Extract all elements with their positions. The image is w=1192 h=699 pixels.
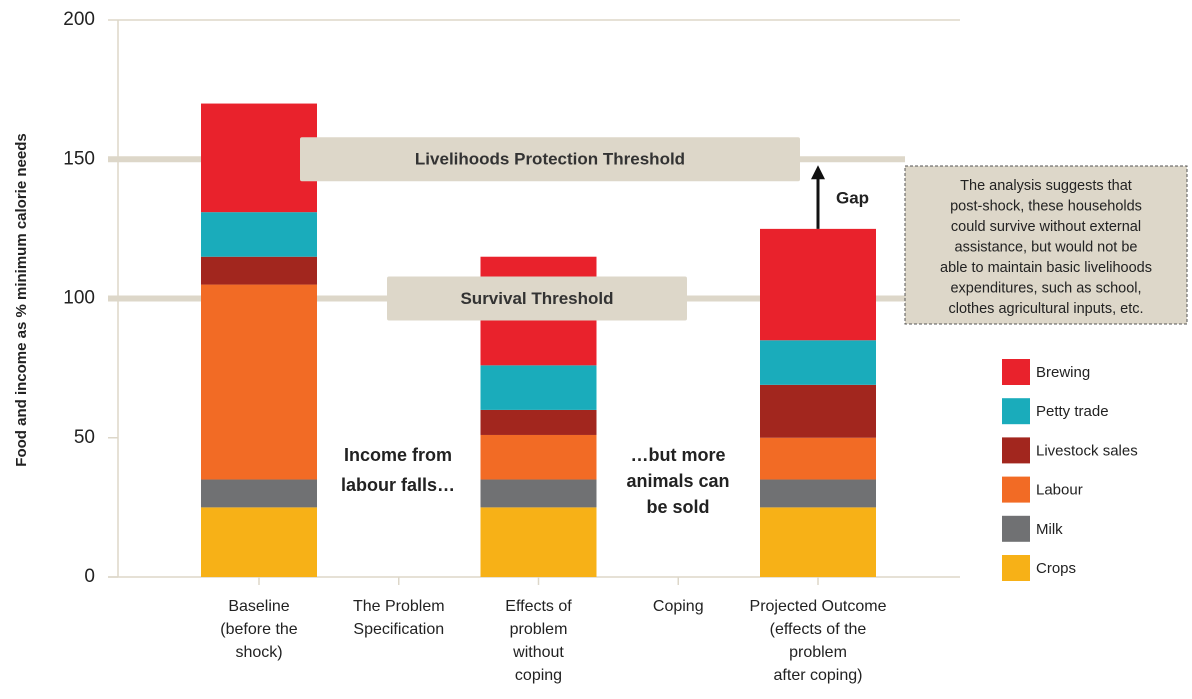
note-line: could survive without external <box>951 219 1141 235</box>
x-tick-label-line: Coping <box>653 598 704 615</box>
bar-segment <box>201 507 317 577</box>
legend-label: Milk <box>1036 521 1063 538</box>
x-tick-label-line: problem <box>510 621 568 638</box>
legend-label: Brewing <box>1036 364 1090 381</box>
x-tick-label: Coping <box>653 598 704 615</box>
x-tick-label-line: Effects of <box>505 598 572 615</box>
x-tick-label-line: Specification <box>353 621 444 638</box>
note-line: clothes agricultural inputs, etc. <box>948 301 1143 317</box>
y-tick-label: 100 <box>63 288 95 309</box>
note-line: able to maintain basic livelihoods <box>940 260 1152 276</box>
legend-swatch <box>1002 359 1030 385</box>
legend-label: Petty trade <box>1036 403 1109 420</box>
x-tick-label-line: without <box>512 644 564 661</box>
threshold-label: Survival Threshold <box>460 289 613 308</box>
legend-swatch <box>1002 476 1030 503</box>
note-line: The analysis suggests that <box>960 178 1132 194</box>
bar-segment <box>201 103 317 213</box>
legend-swatch <box>1002 398 1030 425</box>
x-tick-label: The Problem Specification <box>353 598 445 638</box>
threshold-label: Livelihoods Protection Threshold <box>415 150 685 169</box>
annotation: be sold <box>646 497 709 517</box>
bar-segment <box>760 437 876 480</box>
annotation: animals can <box>626 471 729 491</box>
legend-swatch <box>1002 437 1030 464</box>
annotation: labour falls… <box>341 475 455 495</box>
bar-segment <box>480 507 597 577</box>
bar-segment <box>201 256 317 285</box>
x-tick-label: Effects of problem without coping <box>505 598 572 684</box>
note-line: post-shock, these households <box>950 198 1142 214</box>
y-axis-label: Food and income as % minimum calorie nee… <box>13 133 30 466</box>
note-line: assistance, but would not be <box>955 239 1138 255</box>
bar-segment <box>480 434 597 480</box>
x-tick-label-line: shock) <box>235 644 282 661</box>
bar-segment <box>480 479 597 508</box>
y-tick-label: 50 <box>74 427 95 448</box>
y-tick-label: 0 <box>84 566 95 587</box>
x-tick-label-line: problem <box>789 644 847 661</box>
legend-swatch <box>1002 515 1030 542</box>
x-tick-label-line: after coping) <box>774 667 863 684</box>
bar-segment <box>480 409 597 435</box>
y-tick-label: 200 <box>63 9 95 30</box>
x-tick-label-line: coping <box>515 667 562 684</box>
x-tick-label-line: (effects of the <box>770 621 867 638</box>
x-tick-label: Baseline (before the shock) <box>220 598 297 661</box>
legend-label: Crops <box>1036 560 1076 577</box>
note-box <box>904 165 1188 325</box>
bar-segment <box>760 384 876 438</box>
bar-segment <box>760 340 876 385</box>
annotation: Income from <box>344 445 452 465</box>
legend-label: Livestock sales <box>1036 442 1138 459</box>
note-line: expenditures, such as school, <box>950 280 1141 296</box>
threshold-box <box>300 137 800 182</box>
y-tick-label: 150 <box>63 148 95 169</box>
legend-swatch <box>1002 555 1030 581</box>
gap-arrowhead <box>811 165 825 180</box>
x-tick-label-line: (before the <box>220 621 297 638</box>
x-tick-label-line: The Problem <box>353 598 445 615</box>
x-tick-label-line: Baseline <box>228 598 289 615</box>
threshold-box <box>387 276 687 321</box>
bar-segment <box>760 507 876 577</box>
bar-segment <box>480 365 597 410</box>
x-tick-label-line: Projected Outcome <box>750 598 887 615</box>
x-tick-label: Projected Outcome (effects of the problem a… <box>750 598 887 684</box>
bar-segment <box>760 479 876 508</box>
annotation: …but more <box>630 445 725 465</box>
bar-segment <box>201 479 317 508</box>
legend-label: Labour <box>1036 482 1083 499</box>
gap-label: Gap <box>836 189 869 208</box>
bar-segment <box>760 228 876 341</box>
bar-segment <box>201 284 317 480</box>
bar-segment <box>201 212 317 257</box>
